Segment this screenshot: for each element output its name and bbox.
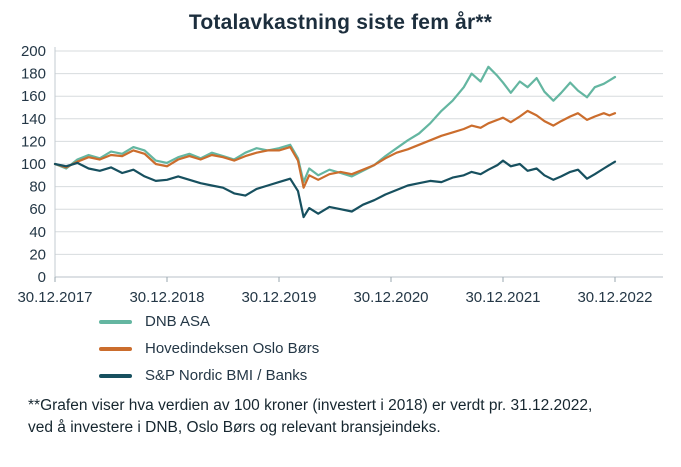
legend-swatch-hovedindeksen-oslo-bors [99, 346, 132, 351]
y-tick-label: 80 [29, 179, 46, 196]
legend-item-dnb-asa: DNB ASA [99, 313, 681, 330]
y-tick-label: 100 [21, 156, 46, 173]
x-tick-label: 30.12.2022 [577, 289, 652, 306]
y-tick-label: 120 [21, 133, 46, 150]
y-tick-label: 0 [38, 269, 46, 286]
x-tick-label: 30.12.2020 [353, 289, 428, 306]
x-tick-label: 30.12.2018 [129, 289, 204, 306]
legend-label-dnb-asa: DNB ASA [145, 313, 211, 330]
x-tick-label: 30.12.2017 [17, 289, 92, 306]
y-tick-label: 200 [21, 43, 46, 60]
y-tick-label: 180 [21, 66, 46, 83]
series-line-s-p-nordic-bmi-banks [53, 159, 617, 219]
legend-label-sp-nordic-bmi-banks: S&P Nordic BMI / Banks [145, 367, 308, 384]
y-tick-label: 40 [29, 224, 46, 241]
y-tick-label: 160 [21, 88, 46, 105]
y-tick-label: 60 [29, 201, 46, 218]
chart-footnote: **Grafen viser hva verdien av 100 kroner… [28, 395, 651, 439]
chart-legend: DNB ASA Hovedindeksen Oslo Børs S&P Nord… [99, 313, 681, 384]
legend-swatch-sp-nordic-bmi-banks [99, 373, 132, 378]
series-line-dnb-asa [53, 65, 617, 184]
legend-item-hovedindeksen-oslo-bors: Hovedindeksen Oslo Børs [99, 340, 681, 357]
legend-swatch-dnb-asa [99, 319, 132, 324]
x-tick-label: 30.12.2019 [241, 289, 316, 306]
footnote-line-2: ved å investere i DNB, Oslo Børs og rele… [28, 419, 441, 436]
line-chart: 0 20 40 60 80 100 120 140 160 180 200 30.12.2017 30.… [17, 43, 663, 306]
legend-item-sp-nordic-bmi-banks: S&P Nordic BMI / Banks [99, 367, 681, 384]
footnote-line-1: **Grafen viser hva verdien av 100 kroner… [28, 397, 593, 414]
chart-title: Totalavkastning siste fem år** [188, 11, 493, 34]
y-tick-label: 20 [29, 246, 46, 263]
y-tick-label: 140 [21, 111, 46, 128]
x-tick-label: 30.12.2021 [465, 289, 540, 306]
series-line-hovedindeksen-oslo-b-rs [53, 109, 617, 189]
legend-label-hovedindeksen-oslo-bors: Hovedindeksen Oslo Børs [145, 340, 320, 357]
